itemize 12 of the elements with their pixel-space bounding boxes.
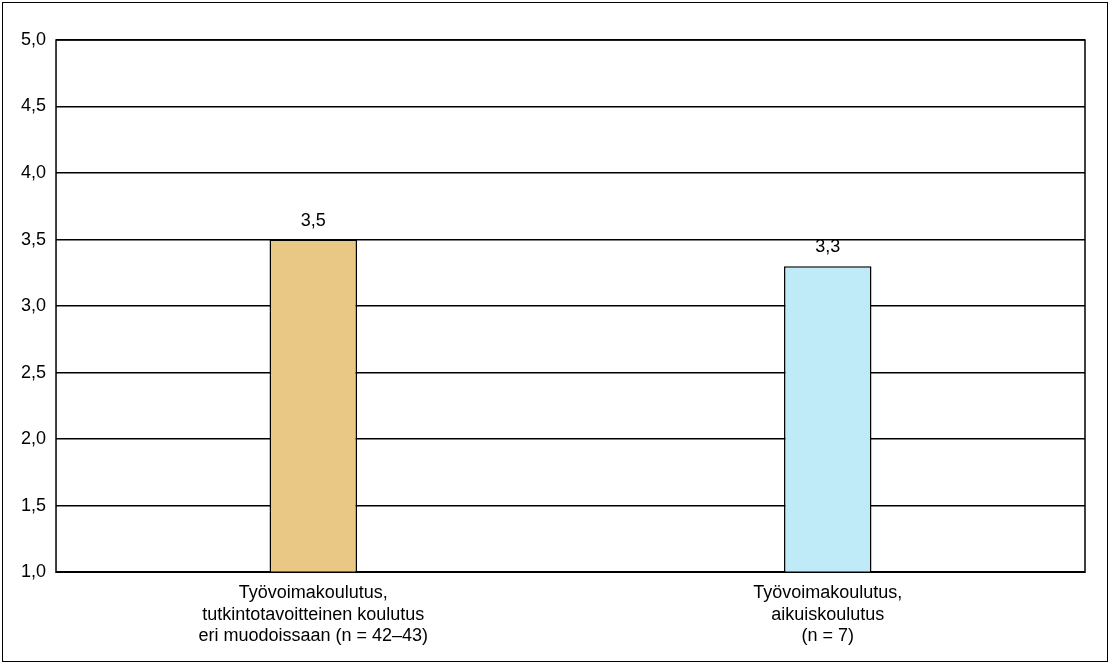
y-tick-label: 3,0 xyxy=(20,295,47,316)
y-tick-label: 4,0 xyxy=(20,162,47,183)
y-tick-label: 1,5 xyxy=(20,494,47,515)
y-tick-label: 1,0 xyxy=(20,561,47,582)
data-label: 3,5 xyxy=(300,209,326,230)
y-tick-label: 2,0 xyxy=(20,428,47,449)
y-tick-label: 3,5 xyxy=(20,228,47,249)
y-tick-label: 2,5 xyxy=(20,361,47,382)
x-tick-label: Työvoimakoulutus, tutkintotavoitteinen koulutus eri muodoissaan (n = 42–43) xyxy=(198,581,429,646)
x-tick-label: Työvoimakoulutus, aikuiskoulutus (n = 7) xyxy=(753,581,903,646)
y-tick-label: 5,0 xyxy=(20,28,47,49)
y-tick-label: 4,5 xyxy=(20,95,47,116)
